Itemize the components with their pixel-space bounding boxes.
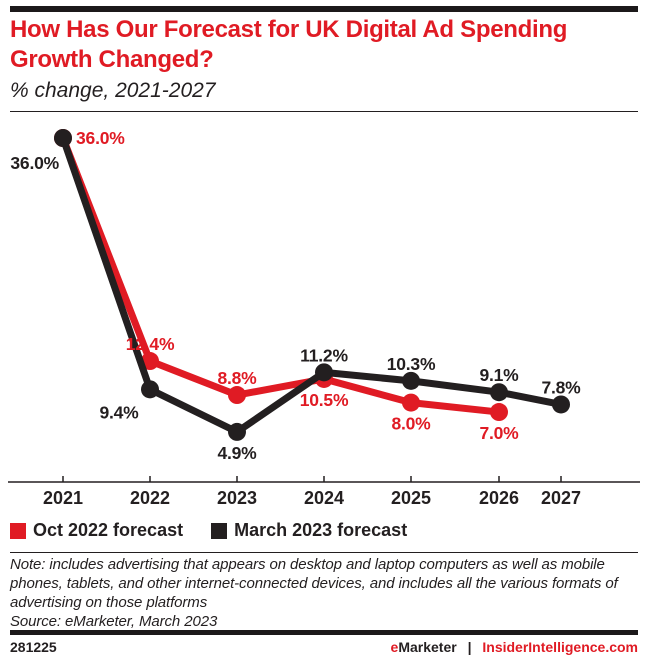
legend-item-oct-2022: Oct 2022 forecast (10, 520, 183, 541)
data-label: 36.0% (10, 153, 59, 173)
data-point (490, 383, 508, 402)
insider-intelligence-link[interactable]: InsiderIntelligence.com (482, 639, 638, 655)
legend-label-oct-2022: Oct 2022 forecast (33, 520, 184, 540)
header-rule (10, 111, 638, 112)
forecast-line-chart: 2021 2022 2023 2024 2025 2026 2027 36.0% 12.4% 8.… (8, 128, 640, 508)
x-axis-label: 2027 (541, 488, 581, 508)
bottom-divider-bar (10, 630, 638, 635)
note-rule (10, 552, 638, 553)
data-point (490, 403, 508, 422)
data-label: 9.4% (99, 402, 139, 422)
chart-subtitle: % change, 2021-2027 (10, 79, 216, 102)
data-point (315, 363, 333, 382)
chart-id: 281225 (10, 639, 57, 655)
source-text: Source: eMarketer, March 2023 (10, 612, 218, 630)
footer: 281225 eMarketer | InsiderIntelligence.c… (10, 639, 638, 655)
data-label: 7.0% (479, 423, 519, 443)
x-axis-label: 2023 (217, 488, 257, 508)
data-point (552, 395, 570, 414)
footnote-block: Note: includes advertising that appears … (10, 556, 646, 632)
data-label: 9.1% (479, 365, 519, 385)
data-point (141, 380, 159, 399)
data-label: 11.2% (300, 345, 348, 365)
data-point (228, 386, 246, 405)
data-point (228, 422, 246, 441)
data-label: 4.9% (217, 443, 257, 463)
x-axis-label: 2026 (479, 488, 519, 508)
brand-emarketer-e: e (390, 639, 399, 655)
brand-separator: | (467, 639, 472, 655)
x-axis-label: 2025 (391, 488, 431, 508)
data-label: 12.4% (126, 334, 175, 354)
series-line (59, 134, 565, 436)
chart-legend: Oct 2022 forecast March 2023 forecast (10, 520, 407, 541)
x-axis-label: 2022 (130, 488, 170, 508)
data-point (402, 393, 420, 412)
data-point (402, 371, 420, 390)
series-line (59, 134, 503, 416)
data-label: 8.0% (391, 414, 431, 434)
legend-swatch-black-icon (211, 522, 228, 539)
data-label: 7.8% (541, 377, 581, 397)
data-label: 10.5% (300, 390, 349, 410)
x-axis-label: 2021 (43, 488, 83, 508)
data-point (141, 352, 159, 371)
legend-label-march-2023: March 2023 forecast (234, 520, 408, 540)
brand-lockup: eMarketer | InsiderIntelligence.com (391, 639, 638, 655)
chart-title: How Has Our Forecast for UK Digital Ad S… (10, 16, 568, 73)
brand-emarketer-rest: Marketer (398, 639, 457, 655)
data-label: 10.3% (387, 354, 436, 374)
note-text: Note: includes advertising that appears … (10, 556, 618, 611)
x-axis-label: 2024 (304, 488, 344, 508)
legend-item-march-2023: March 2023 forecast (211, 520, 407, 541)
data-label: 36.0% (76, 128, 125, 148)
top-divider-bar (10, 6, 638, 12)
legend-swatch-red-icon (10, 522, 26, 539)
data-point (54, 129, 72, 147)
data-label: 8.8% (217, 368, 257, 388)
